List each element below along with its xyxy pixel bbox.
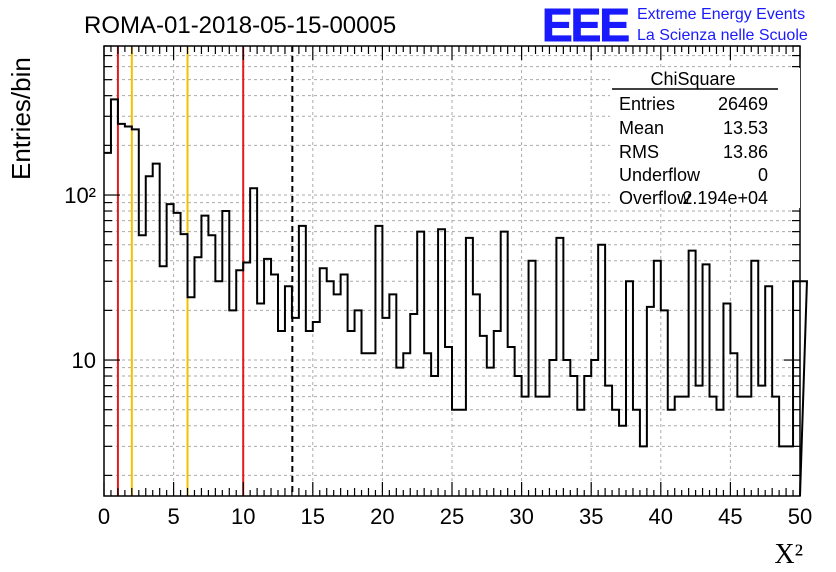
y-tick-label: 10 [72,348,96,373]
stats-label-overflow: Overflow [619,188,691,208]
stats-label-mean: Mean [619,118,664,138]
x-tick-label: 20 [370,504,394,529]
logo-mark: EEE [542,0,628,51]
x-tick-label: 35 [579,504,603,529]
stats-value-entries: 26469 [718,94,768,114]
x-tick-label: 45 [718,504,742,529]
x-tick-label: 30 [509,504,533,529]
x-tick-label: 5 [167,504,179,529]
stats-label-rms: RMS [619,142,659,162]
stats-label-entries: Entries [619,94,675,114]
x-tick-label: 0 [98,504,110,529]
x-tick-label: 15 [301,504,325,529]
y-axis-label: Entries/bin [6,57,36,180]
eee-logo: EEE Extreme Energy Events La Scienza nel… [542,0,808,52]
axis-ticks: 0 5 10 15 20 25 30 35 40 45 50 10 10² [64,45,812,529]
stats-title: ChiSquare [650,69,735,89]
logo-line-1: Extreme Energy Events [637,6,805,23]
x-tick-label: 40 [649,504,673,529]
stats-value-mean: 13.53 [723,118,768,138]
stats-box: ChiSquare Entries 26469 Mean 13.53 RMS 1… [610,68,800,208]
stats-value-rms: 13.86 [723,142,768,162]
stats-value-overflow: 2.194e+04 [682,188,768,208]
chart-title: ROMA-01-2018-05-15-00005 [84,12,396,39]
x-tick-label: 50 [788,504,812,529]
stats-value-underflow: 0 [758,165,768,185]
x-tick-label: 10 [231,504,255,529]
y-tick-label: 10² [64,183,96,208]
x-tick-label: 25 [440,504,464,529]
x-axis-label: X² [774,539,803,570]
stats-label-underflow: Underflow [619,165,701,185]
histogram-series [104,98,808,497]
marker-lines [116,46,294,496]
logo-line-2: La Scienza nelle Scuole [637,27,808,44]
